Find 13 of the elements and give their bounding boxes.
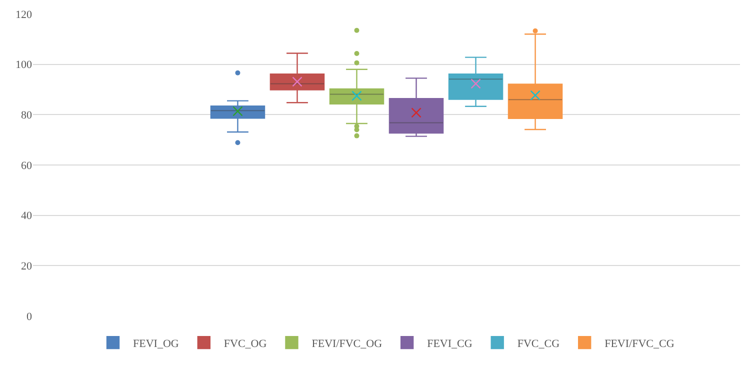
y-tick-label: 80 xyxy=(21,110,32,122)
legend-label: FVC_CG xyxy=(517,338,560,350)
y-tick-label: 0 xyxy=(26,310,32,323)
legend-label: FEVI_OG xyxy=(133,338,179,350)
legend-label: FVC_OG xyxy=(224,338,267,350)
legend-label: FEVI/FVC_CG xyxy=(604,338,674,350)
y-tick-label: 100 xyxy=(16,59,32,72)
y-tick-label: 40 xyxy=(21,210,32,222)
y-tick-label: 120 xyxy=(16,8,32,21)
y-tick-label: 60 xyxy=(21,160,32,172)
legend-label: FEVI_CG xyxy=(427,338,472,350)
y-tick-label: 20 xyxy=(21,260,32,273)
legend-label: FEVI/FVC_OG xyxy=(312,338,382,350)
